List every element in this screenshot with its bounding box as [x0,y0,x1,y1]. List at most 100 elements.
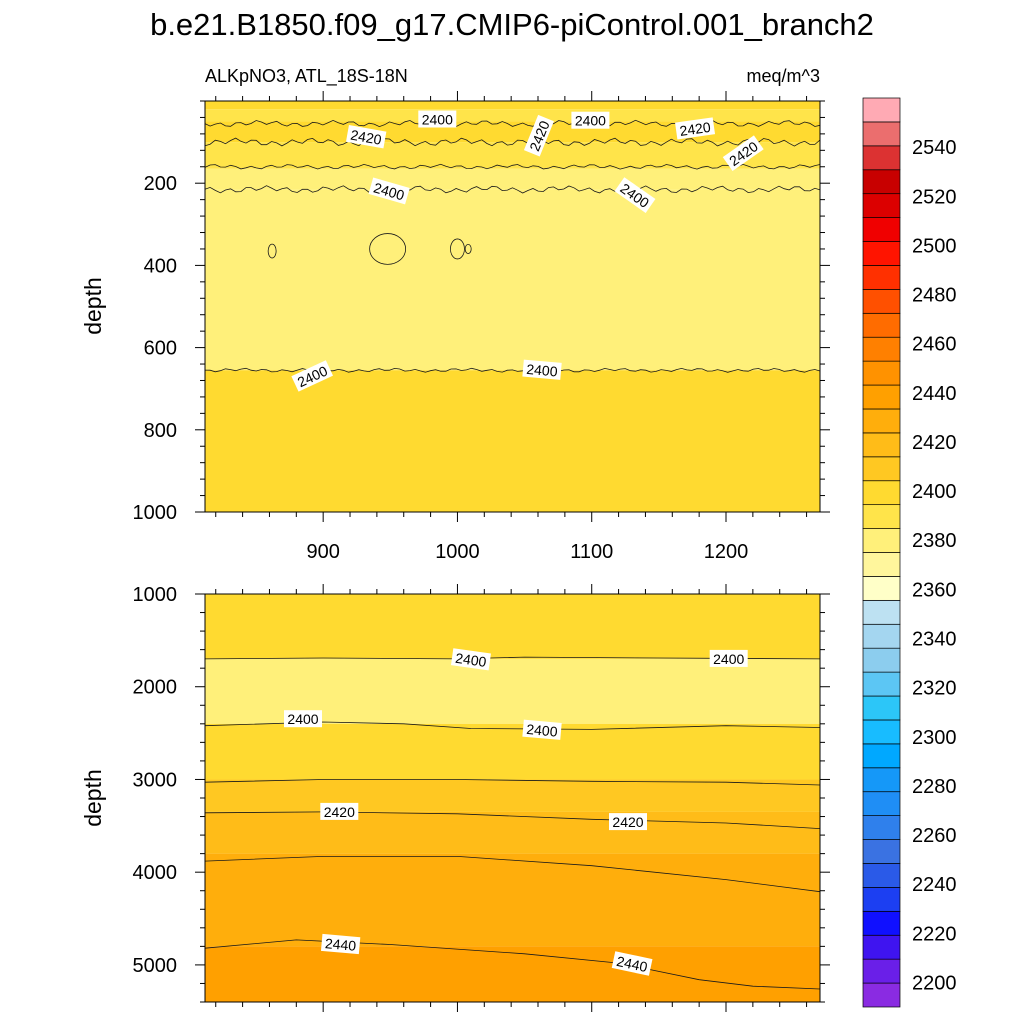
colorbar-box-23 [862,432,901,458]
upper-contour-lines [204,119,821,373]
lower-filled-contours [205,594,820,1002]
colorbar-box-7 [862,815,901,840]
lower-contour-label-text-7: 2440 [615,953,649,975]
colorbar-box-13 [862,671,901,697]
colorbar-box-6 [862,839,901,864]
upper-contour-line-0 [204,119,821,128]
upper-contour-label-9: 2400 [522,359,562,380]
lower-contour-label-1: 2400 [709,649,748,667]
colorbar-box-34 [862,169,901,195]
lower-axes: 1000 2000 3000 4000 5000 [133,584,830,1012]
lower-band-0 [205,594,820,659]
lower-y-tick-label-0: 1000 [133,584,178,606]
colorbar-box-19 [862,528,901,553]
lower-contour-line-2 [204,779,821,786]
upper-band-4 [205,168,820,190]
variable-region-label: ALKpNO3, ATL_18S-18N [205,66,408,87]
upper-closed-contour-2 [450,238,465,260]
colorbar-box-21 [862,480,901,506]
colorbar-tick-label-13: 2460 [912,334,957,356]
lower-contour-label-text-0: 2400 [454,650,487,670]
lower-contour-line-4 [204,856,821,893]
colorbar-tick-label-8: 2360 [912,579,957,601]
colorbar-box-8 [862,791,901,816]
lower-y-tick-label-2: 3000 [133,769,178,791]
upper-y-tick-label-4: 1000 [133,502,178,524]
colorbar-box-35 [862,145,901,171]
upper-closed-contour-1 [369,233,407,265]
x-tick-label-1: 1000 [435,541,480,563]
x-tick-label-0: 900 [306,541,339,563]
lower-band-5 [205,853,820,947]
x-tick-label-3: 1200 [704,541,749,563]
colorbar-box-30 [862,265,901,290]
upper-contour-label-text-1: 2420 [349,127,383,148]
colorbar-tick-label-16: 2520 [912,186,957,208]
upper-contour-line-1 [204,137,821,147]
colorbar-tick-label-14: 2480 [912,285,957,307]
upper-plot-frame [204,100,821,513]
colorbar: 2200 2220 2240 2260 2280 2300 2320 2340 2360 2380… [862,97,957,1008]
lower-contour-line-5 [204,939,821,990]
colorbar-box-22 [862,456,901,482]
upper-band-0 [205,101,820,110]
lower-contour-label-text-5: 2420 [612,814,643,830]
upper-contour-label-1: 2420 [345,125,387,149]
lower-contour-label-text-4: 2420 [324,804,355,820]
colorbar-box-1 [862,958,901,984]
colorbar-box-20 [862,504,901,529]
upper-band-1 [205,109,820,122]
lower-contour-label-text-6: 2440 [324,935,357,954]
lower-contour-label-4: 2420 [320,802,359,820]
upper-y-tick-label-1: 400 [144,255,177,277]
colorbar-tick-label-12: 2440 [912,383,957,405]
lower-contour-label-text-3: 2400 [526,721,559,740]
lower-band-6 [205,946,820,1002]
upper-y-tick-label-2: 600 [144,338,177,360]
colorbar-box-24 [862,408,901,434]
lower-contour-line-3 [204,811,821,829]
upper-filled-contours [205,101,820,512]
colorbar-box-9 [862,767,901,793]
colorbar-box-15 [862,623,901,649]
colorbar-box-0 [862,982,901,1008]
lower-contour-label-7: 2440 [611,951,653,976]
colorbar-box-17 [862,576,901,601]
upper-contour-line-3 [204,185,821,194]
colorbar-box-32 [862,217,901,242]
colorbar-box-26 [862,360,901,386]
lower-y-tick-label-3: 4000 [133,862,178,884]
lower-contour-label-2: 2400 [284,710,322,728]
colorbar-box-37 [862,97,901,123]
upper-depth-axis-label: depth [80,277,106,335]
x-tick-label-2: 1100 [570,541,613,563]
figure-title: b.e21.B1850.f09_g17.CMIP6-piControl.001_… [150,7,874,42]
colorbar-box-10 [862,743,901,769]
lower-contour-lines [204,656,821,990]
upper-contour-line-2 [204,163,821,170]
lower-contour-label-3: 2400 [522,719,562,740]
lower-y-tick-label-4: 5000 [133,955,178,977]
colorbar-tick-label-6: 2320 [912,678,957,700]
colorbar-tick-label-11: 2420 [912,432,957,454]
colorbar-tick-label-1: 2220 [912,923,957,945]
colorbar-tick-label-4: 2280 [912,776,957,798]
colorbar-tick-label-3: 2260 [912,825,957,847]
colorbar-box-14 [862,647,901,673]
colorbar-tick-label-10: 2400 [912,481,957,503]
colorbar-box-29 [862,289,901,314]
upper-contour-label-4: 2420 [675,117,716,140]
lower-depth-panel: 2400 2400 2400 2400 2420 2420 2440 2440 1000 200… [80,584,830,1012]
colorbar-box-27 [862,336,901,362]
upper-contour-label-text-0: 2400 [422,112,453,128]
upper-contour-label-text-4: 2420 [679,119,712,139]
colorbar-box-12 [862,695,901,721]
lower-band-2 [205,723,820,780]
upper-axes: 200 400 600 800 1000 900 1000 1100 1200 [133,91,830,563]
lower-contour-line-0 [204,656,821,660]
lower-band-3 [205,779,820,812]
colorbar-tick-label-15: 2500 [912,235,957,257]
upper-band-6 [205,370,820,512]
colorbar-box-18 [862,552,901,577]
